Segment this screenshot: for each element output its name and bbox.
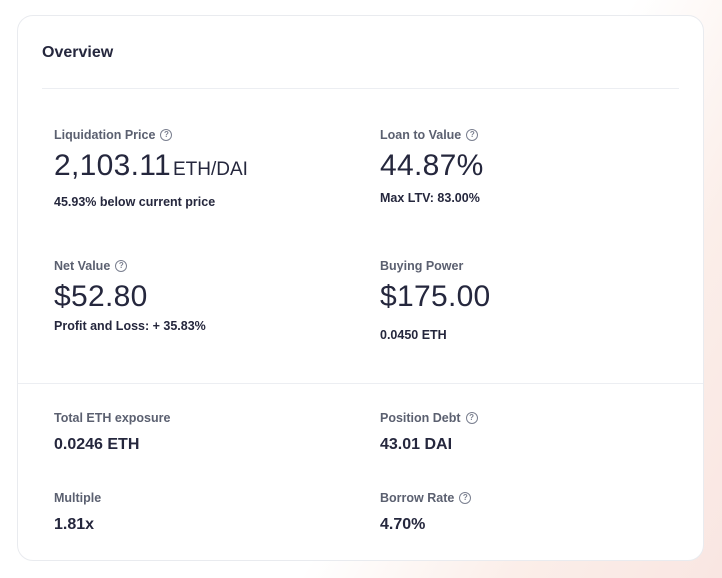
net-value-label: Net Value [54,259,111,273]
liquidation-price-value: 2,103.11 [54,149,171,182]
net-value-value: $52.80 [54,280,148,313]
help-icon[interactable]: ? [459,492,472,504]
divider [42,88,679,89]
borrow-rate-label: Borrow Rate [380,491,455,505]
net-value-sub: Profit and Loss: + 35.83% [54,319,206,333]
overview-title: Overview [42,44,114,61]
buying-power-metric: Buying Power $175.00 0.0450 ETH [380,258,491,342]
position-debt-value: 43.01 DAI [380,436,453,453]
overview-card: Overview Liquidation Price ? 2,103.11 ETH… [17,15,704,561]
loan-to-value-label: Loan to Value [380,128,462,142]
buying-power-value: $175.00 [380,280,491,313]
total-eth-exposure-label: Total ETH exposure [54,411,171,425]
borrow-rate-metric: Borrow Rate ? 4.70% [380,490,472,534]
liquidation-price-sub: 45.93% below current price [54,195,216,209]
help-icon[interactable]: ? [466,129,479,141]
loan-to-value-value: 44.87% [380,149,484,182]
loan-to-value-sub: Max LTV: 83.00% [380,191,480,205]
position-debt-label: Position Debt [380,411,461,425]
liquidation-price-unit: ETH/DAI [172,159,248,180]
help-icon[interactable]: ? [115,260,128,272]
net-value-metric: Net Value ? $52.80 Profit and Loss: + 35… [54,258,206,333]
buying-power-label: Buying Power [380,259,464,273]
multiple-value: 1.81x [54,516,95,533]
divider [18,383,703,384]
multiple-metric: Multiple 1.81x [54,490,101,534]
liquidation-price-label: Liquidation Price [54,128,156,142]
position-debt-metric: Position Debt ? 43.01 DAI [380,410,478,454]
liquidation-price-metric: Liquidation Price ? 2,103.11 ETH/DAI 45.9… [54,127,248,209]
help-icon[interactable]: ? [465,412,478,424]
multiple-label: Multiple [54,491,102,505]
total-eth-exposure-value: 0.0246 ETH [54,436,140,453]
borrow-rate-value: 4.70% [380,516,426,533]
loan-to-value-metric: Loan to Value ? 44.87% Max LTV: 83.00% [380,127,484,205]
total-eth-exposure-metric: Total ETH exposure 0.0246 ETH [54,410,170,454]
buying-power-sub: 0.0450 ETH [380,328,447,342]
help-icon[interactable]: ? [160,129,173,141]
